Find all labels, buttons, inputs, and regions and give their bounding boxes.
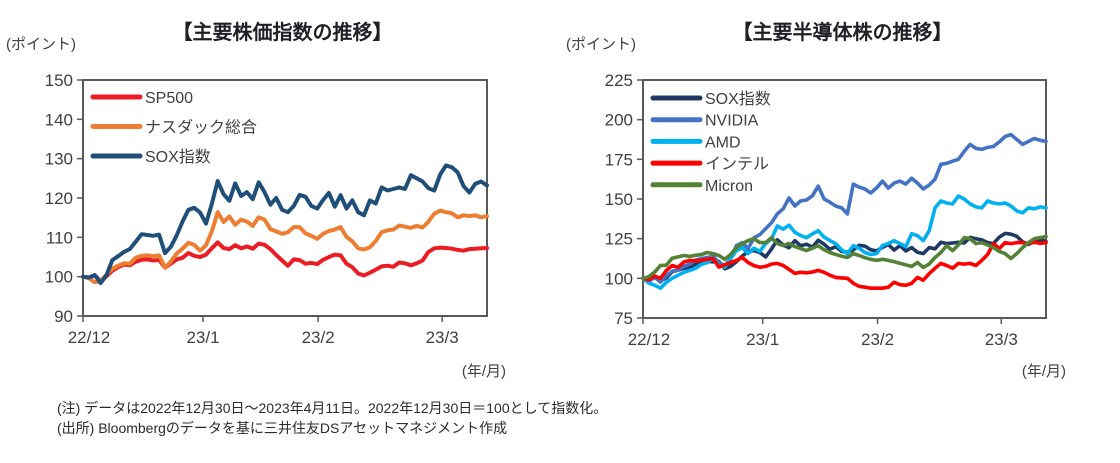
svg-text:Micron: Micron — [705, 178, 753, 195]
x-axis-unit-label: (年/月) — [1021, 363, 1066, 380]
svg-text:22/12: 22/12 — [68, 328, 111, 347]
svg-text:175: 175 — [605, 150, 633, 169]
svg-text:23/1: 23/1 — [746, 330, 779, 349]
stock-indices-line-chart: 90 100 110 120 130 140 150 22/12 23/1 23/2 23/3 SP5… — [45, 71, 489, 347]
svg-text:140: 140 — [45, 110, 73, 129]
svg-text:23/2: 23/2 — [302, 328, 335, 347]
stock-indices-chart-panel: (ポイント) 【主要株価指数の推移】 90 100 110 120 130 140 150 2… — [0, 0, 560, 392]
svg-text:100: 100 — [605, 269, 633, 288]
chart-title-stock-indices: 【主要株価指数の推移】 — [172, 22, 393, 44]
footnote-source-note: (出所) Bloombergのデータを基に三井住友DSアセットマネジメント作成 — [57, 420, 508, 436]
x-axis-unit-label: (年/月) — [461, 363, 506, 380]
svg-text:150: 150 — [45, 71, 73, 90]
svg-text:75: 75 — [614, 309, 633, 328]
svg-text:100: 100 — [45, 268, 73, 287]
svg-text:ナスダック総合: ナスダック総合 — [145, 119, 257, 137]
svg-text:AMD: AMD — [705, 134, 741, 151]
y-axis-unit-label: (ポイント) — [6, 36, 76, 53]
svg-text:22/12: 22/12 — [628, 330, 671, 349]
svg-text:NVIDIA: NVIDIA — [705, 113, 759, 130]
svg-text:110: 110 — [46, 228, 73, 247]
svg-text:SOX指数: SOX指数 — [145, 148, 211, 166]
footnote-data-note: (注) データは2022年12月30日～2023年4月11日。2022年12月3… — [57, 400, 608, 416]
svg-text:200: 200 — [605, 111, 633, 130]
svg-text:125: 125 — [605, 230, 633, 249]
svg-text:23/1: 23/1 — [186, 328, 219, 347]
svg-text:120: 120 — [45, 189, 73, 208]
svg-text:SOX指数: SOX指数 — [705, 90, 771, 108]
svg-text:23/3: 23/3 — [985, 330, 1018, 349]
svg-text:SP500: SP500 — [145, 90, 193, 107]
footnotes: (注) データは2022年12月30日～2023年4月11日。2022年12月3… — [57, 398, 607, 438]
svg-text:90: 90 — [54, 307, 73, 326]
chart-title-semiconductor-stocks: 【主要半導体株の推移】 — [732, 22, 953, 44]
svg-text:150: 150 — [605, 190, 633, 209]
svg-text:23/2: 23/2 — [861, 330, 894, 349]
y-axis-unit-label: (ポイント) — [566, 36, 636, 53]
svg-text:130: 130 — [45, 150, 73, 169]
svg-text:225: 225 — [605, 71, 633, 90]
semiconductor-stocks-chart-panel: (ポイント) 【主要半導体株の推移】 75 100 125 150 175 200 225 2… — [560, 0, 1120, 392]
semiconductor-stocks-line-chart: 75 100 125 150 175 200 225 22/12 23/1 23/2 23/3 SOX… — [605, 71, 1048, 349]
svg-text:23/3: 23/3 — [426, 328, 459, 347]
svg-text:インテル: インテル — [705, 156, 769, 173]
